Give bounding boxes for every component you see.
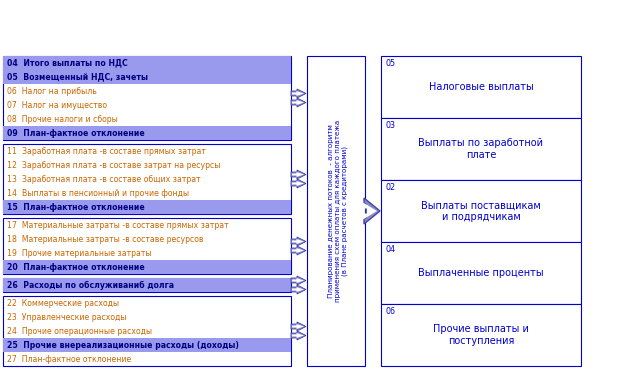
Text: 19  Прочие материальные затраты: 19 Прочие материальные затраты [7,249,152,258]
Polygon shape [291,179,306,188]
Text: 04: 04 [385,245,395,254]
Bar [3,338,291,352]
Polygon shape [292,278,304,283]
Polygon shape [292,287,304,292]
Polygon shape [291,98,306,107]
Bar [381,56,581,118]
Text: Выплаты по заработной
плате: Выплаты по заработной плате [418,138,544,160]
Bar [3,126,291,140]
Text: 09  План-фактное отклонение: 09 План-фактное отклонение [7,128,145,138]
Polygon shape [292,172,304,177]
Bar [3,144,291,214]
Polygon shape [291,237,306,246]
Polygon shape [291,322,306,331]
Text: 23  Управленческие расходы: 23 Управленческие расходы [7,313,126,322]
Bar [381,118,581,180]
Bar [3,278,291,292]
Bar [3,296,291,366]
Bar [3,278,291,292]
Polygon shape [364,198,380,224]
Polygon shape [292,239,304,244]
Polygon shape [291,246,306,255]
Text: 17  Материальные затраты -в составе прямых затрат: 17 Материальные затраты -в составе прямы… [7,221,229,229]
Bar [3,70,291,84]
Bar [381,242,581,304]
Text: 22  Коммерческие расходы: 22 Коммерческие расходы [7,299,119,307]
Text: 11  Заработная плата -в составе прямых затрат: 11 Заработная плата -в составе прямых за… [7,147,206,155]
Text: 26  Расходы по обслуживаниб долга: 26 Расходы по обслуживаниб долга [7,280,174,290]
Text: 13  Заработная плата -в составе общих затрат: 13 Заработная плата -в составе общих зат… [7,175,201,184]
Text: 25  Прочие внереализационные расходы (доходы): 25 Прочие внереализационные расходы (дох… [7,340,239,350]
Text: 18  Материальные затраты -в составе ресурсов: 18 Материальные затраты -в составе ресур… [7,235,204,243]
Text: 12  Заработная плата -в составе затрат на ресурсы: 12 Заработная плата -в составе затрат на… [7,161,220,169]
Polygon shape [291,276,306,285]
Bar [3,56,291,70]
Text: 07  Налог на имущество: 07 Налог на имущество [7,101,107,110]
Text: 20  План-фактное отклонение: 20 План-фактное отклонение [7,262,145,272]
Text: 05: 05 [385,59,395,68]
Text: Выплаты поставщикам
и подрядчикам: Выплаты поставщикам и подрядчикам [421,200,541,222]
Bar [3,260,291,274]
Bar [3,200,291,214]
Text: 27  План-фактное отклонение: 27 План-фактное отклонение [7,354,131,363]
Text: 02: 02 [385,183,395,192]
Text: 06  Налог на прибыль: 06 Налог на прибыль [7,87,97,95]
Bar [3,218,291,274]
Polygon shape [292,324,304,329]
Polygon shape [292,181,304,186]
Polygon shape [291,89,306,98]
Text: 14  Выплаты в пенсионный и прочие фонды: 14 Выплаты в пенсионный и прочие фонды [7,188,189,198]
Polygon shape [291,285,306,294]
Text: 05  Возмещенный НДС, зачеты: 05 Возмещенный НДС, зачеты [7,73,148,81]
Polygon shape [292,100,304,105]
Polygon shape [292,333,304,338]
Bar [3,56,291,140]
Text: 15  План-фактное отклонение: 15 План-фактное отклонение [7,202,145,212]
Text: 08  Прочие налоги и сборы: 08 Прочие налоги и сборы [7,114,118,124]
Polygon shape [291,331,306,340]
Text: 03: 03 [385,121,395,130]
Text: Прочие выплаты и
поступления: Прочие выплаты и поступления [433,324,529,346]
Bar [381,304,581,366]
Text: 24  Прочие операционные расходы: 24 Прочие операционные расходы [7,326,152,336]
Text: Выплаченные проценты: Выплаченные проценты [418,268,544,278]
Text: 04  Итого выплаты по НДС: 04 Итого выплаты по НДС [7,58,128,67]
Polygon shape [292,248,304,253]
Text: 06: 06 [385,307,395,316]
Polygon shape [292,91,304,96]
Polygon shape [291,170,306,179]
Polygon shape [363,202,377,219]
Text: Планирование денежных потоков  - алгоритм
применения схем оплаты для каждого пла: Планирование денежных потоков - алгоритм… [328,120,348,302]
Bar [381,180,581,242]
Text: Налоговые выплаты: Налоговые выплаты [429,82,533,92]
Bar [307,56,365,366]
